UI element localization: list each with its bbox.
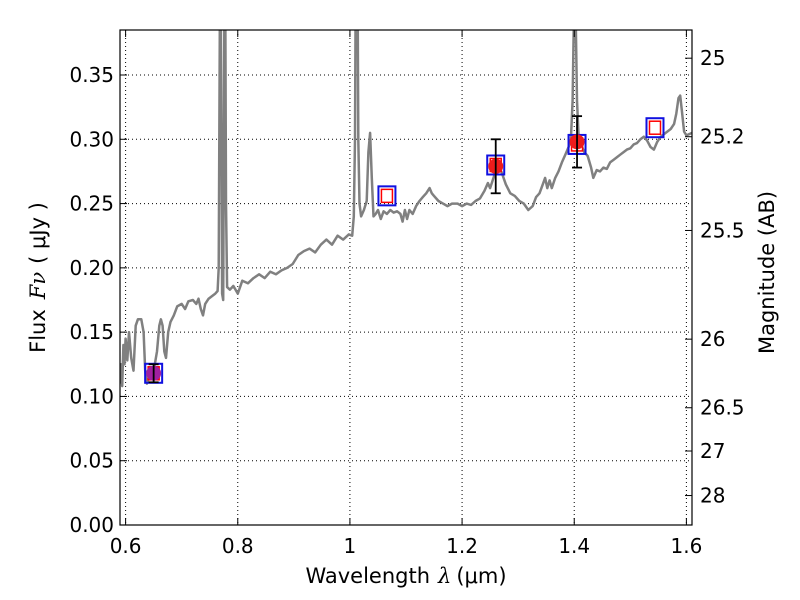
model-photometry-square (377, 185, 397, 207)
grid (120, 30, 692, 525)
x-axis-label: Wavelength (305, 564, 430, 588)
ticks: 0.6 0.8 1 1.2 1.4 1.6 0.00 0.05 0.10 0.15 0.20 0.25… (69, 30, 745, 558)
x-tick-label: 0.8 (222, 534, 254, 558)
x-tick-label: 0.6 (110, 534, 142, 558)
mag-tick-label: 26.5 (700, 396, 745, 420)
mag-tick-label: 25.5 (700, 218, 745, 242)
mag-tick-label: 25.2 (700, 125, 745, 149)
y-axis-title: Flux Fν ( μJy ) (26, 202, 50, 353)
y-tick-label: 0.00 (69, 513, 114, 537)
spectrum-line (120, 30, 692, 388)
mag-tick-label: 28 (700, 484, 725, 508)
model-photometry-inner-square (648, 120, 662, 135)
y-tick-label: 0.30 (69, 127, 114, 151)
x-axis-title: Wavelength λ (μm) (305, 564, 506, 588)
y-axis-unit: ( μJy ) (26, 202, 50, 264)
x-axis-unit: (μm) (456, 564, 506, 588)
mag-tick-label: 26 (700, 327, 725, 351)
x-tick-label: 1.6 (670, 534, 702, 558)
y-tick-label: 0.15 (69, 320, 114, 344)
y-axis-symbol: Fν (26, 272, 50, 301)
y-tick-label: 0.35 (69, 63, 114, 87)
mag-tick-label: 25 (700, 46, 725, 70)
model-photometry-square (645, 117, 665, 139)
model-photometry-inner-square (380, 188, 394, 204)
mag-tick-label: 27 (700, 439, 725, 463)
x-tick-label: 1.2 (446, 534, 478, 558)
plot-frame (119, 29, 693, 526)
right-axis-title: Magnitude (AB) (755, 191, 779, 354)
photometry-layer (144, 115, 665, 384)
y-axis-label: Flux (26, 309, 50, 353)
x-tick-label: 1.4 (558, 534, 590, 558)
y-tick-label: 0.05 (69, 449, 114, 473)
x-axis-symbol: λ (437, 564, 451, 588)
y-tick-label: 0.25 (69, 192, 114, 216)
y-tick-label: 0.20 (69, 256, 114, 280)
spectrum-layer (120, 30, 692, 388)
x-tick-label: 1 (344, 534, 357, 558)
y-tick-label: 0.10 (69, 384, 114, 408)
